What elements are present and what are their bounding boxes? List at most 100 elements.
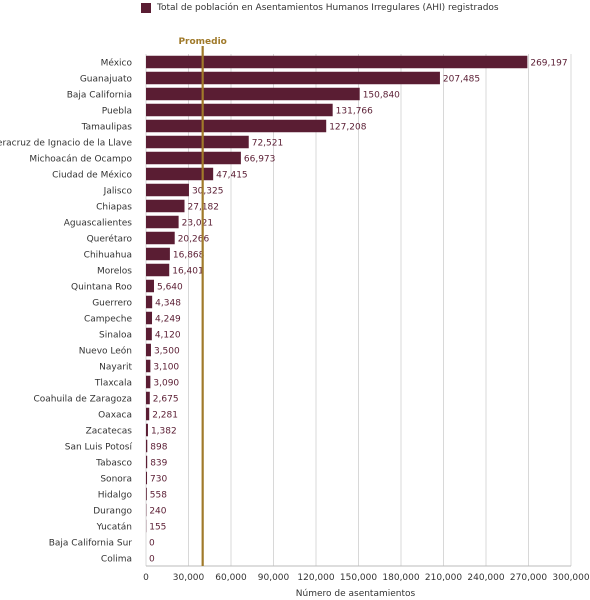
bar (146, 151, 241, 165)
bar (146, 263, 170, 277)
category-label: Baja California Sur (49, 538, 133, 548)
value-label: 1,382 (151, 426, 177, 436)
bar (146, 359, 151, 373)
value-label: 30,325 (192, 186, 224, 196)
x-tick-label: 90,000 (258, 573, 290, 583)
x-axis-title: Número de asentamientos (296, 589, 416, 599)
value-label: 3,100 (153, 362, 179, 372)
category-label: Durango (93, 506, 132, 516)
category-label: Morelos (97, 266, 132, 276)
category-label: Guanajuato (80, 74, 133, 84)
category-label: México (101, 57, 133, 68)
x-tick-label: 120,000 (297, 573, 334, 583)
legend-label: Total de población en Asentamientos Huma… (157, 3, 499, 13)
category-label: Sinaloa (99, 330, 132, 340)
value-label: 4,120 (155, 330, 181, 340)
category-label: Colima (101, 554, 132, 564)
bar (146, 487, 147, 501)
bar (146, 247, 170, 261)
x-tick-label: 0 (143, 573, 149, 583)
category-label: Tabasco (95, 458, 132, 468)
x-tick-label: 150,000 (340, 573, 377, 583)
category-label: Michoacán de Ocampo (29, 154, 132, 164)
bar (146, 327, 152, 341)
value-label: 558 (150, 490, 167, 500)
bar (146, 87, 360, 101)
category-label: San Luis Potosí (65, 442, 133, 452)
x-tick-label: 180,000 (382, 573, 419, 583)
bar (146, 119, 327, 133)
value-label: 155 (149, 522, 166, 532)
bar (146, 199, 185, 213)
value-label: 150,840 (363, 90, 400, 100)
x-tick-label: 240,000 (467, 573, 504, 583)
bar (146, 375, 151, 389)
x-tick-label: 270,000 (510, 573, 547, 583)
category-label: Sonora (100, 474, 132, 484)
category-label: Guerrero (92, 298, 132, 308)
value-label: 898 (150, 442, 167, 452)
category-label: Puebla (102, 106, 132, 116)
average-label: Promedio (178, 37, 226, 47)
bar (146, 311, 153, 325)
bar (146, 295, 153, 309)
category-label: Nuevo León (79, 345, 132, 356)
x-tick-label: 30,000 (173, 573, 205, 583)
value-label: 730 (150, 474, 167, 484)
bar (146, 215, 179, 229)
value-label: 2,675 (153, 394, 179, 404)
category-label: Zacatecas (86, 426, 133, 436)
bar (146, 167, 214, 181)
bar (146, 423, 148, 437)
bar (146, 71, 440, 85)
category-label: Hidalgo (98, 490, 133, 500)
value-label: 127,208 (329, 122, 366, 132)
bar (146, 231, 175, 245)
bar (146, 183, 189, 197)
legend: Total de población en Asentamientos Huma… (141, 3, 499, 13)
x-tick-label: 300,000 (552, 573, 589, 583)
value-label: 66,973 (244, 154, 276, 164)
bar (146, 455, 148, 469)
category-label: Campeche (84, 314, 132, 324)
category-label: Querétaro (87, 233, 133, 244)
bar (146, 279, 154, 293)
value-label: 20,266 (178, 234, 210, 244)
value-label: 47,415 (216, 170, 248, 180)
bar (146, 343, 151, 357)
x-tick-label: 210,000 (425, 573, 462, 583)
bar (146, 103, 333, 117)
value-label: 16,868 (173, 250, 205, 260)
value-label: 16,401 (172, 266, 204, 276)
value-label: 0 (149, 554, 155, 564)
legend-swatch (141, 3, 151, 13)
value-label: 4,348 (155, 298, 181, 308)
category-label: Veracruz de Ignacio de la Llave (0, 138, 132, 148)
value-label: 839 (150, 458, 167, 468)
bar (146, 439, 148, 453)
value-label: 2,281 (152, 410, 178, 420)
category-label: Jalisco (103, 186, 133, 196)
value-label: 4,249 (155, 314, 181, 324)
category-label: Coahuila de Zaragoza (33, 394, 132, 404)
category-label: Chihuahua (84, 250, 132, 260)
value-label: 240 (149, 506, 166, 516)
value-label: 0 (149, 538, 155, 548)
bar (146, 135, 249, 149)
value-label: 72,521 (252, 138, 284, 148)
value-label: 269,197 (530, 58, 567, 68)
category-label: Baja California (67, 90, 132, 100)
category-label: Quintana Roo (71, 282, 132, 292)
category-label: Tamaulipas (81, 122, 133, 132)
bar (146, 407, 150, 421)
bar (146, 55, 528, 69)
value-label: 131,766 (336, 106, 373, 116)
value-label: 23,021 (182, 218, 214, 228)
category-label: Yucatán (96, 522, 132, 532)
category-label: Nayarit (99, 362, 132, 372)
value-label: 5,640 (157, 282, 183, 292)
value-label: 3,090 (153, 378, 179, 388)
bar (146, 391, 150, 405)
category-label: Ciudad de México (52, 169, 132, 180)
